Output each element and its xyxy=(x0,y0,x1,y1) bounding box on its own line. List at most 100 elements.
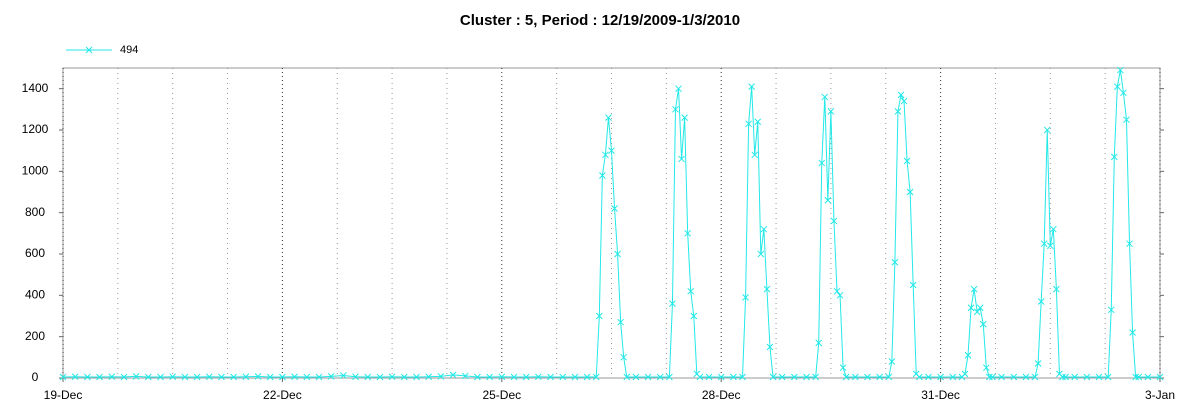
data-point xyxy=(824,196,832,204)
data-point xyxy=(681,114,688,121)
data-point xyxy=(891,258,899,266)
data-point xyxy=(218,373,225,381)
y-tick-label: 800 xyxy=(25,205,45,219)
data-point xyxy=(684,229,692,237)
data-point xyxy=(678,155,685,163)
data-point xyxy=(583,373,591,381)
data-point xyxy=(894,108,902,115)
data-point xyxy=(739,373,746,381)
data-point xyxy=(279,373,286,381)
data-point xyxy=(510,373,518,381)
data-point xyxy=(413,373,420,381)
data-point xyxy=(909,281,917,289)
data-point xyxy=(998,373,1005,381)
data-point xyxy=(132,372,140,380)
x-tick-label: 22-Dec xyxy=(263,388,302,402)
data-point xyxy=(1049,225,1057,233)
x-tick-label: 19-Dec xyxy=(44,388,83,402)
y-tick-label: 1400 xyxy=(22,81,49,95)
data-point xyxy=(291,373,298,381)
data-point xyxy=(352,373,359,381)
data-point xyxy=(1129,329,1136,336)
data-point xyxy=(717,373,725,381)
data-point xyxy=(885,373,893,381)
y-tick-label: 400 xyxy=(25,288,45,302)
data-point xyxy=(839,364,847,372)
data-point xyxy=(571,373,579,381)
data-point xyxy=(108,373,116,381)
data-point xyxy=(400,373,408,381)
data-point xyxy=(376,373,384,381)
data-point xyxy=(71,373,79,381)
data-point xyxy=(672,105,679,113)
data-point xyxy=(1043,126,1051,134)
data-point xyxy=(925,373,932,381)
data-point xyxy=(327,372,335,380)
data-point xyxy=(169,373,177,381)
data-point xyxy=(266,373,274,381)
data-point xyxy=(669,300,676,307)
data-point xyxy=(388,373,396,381)
data-point xyxy=(1095,373,1103,381)
data-point xyxy=(818,159,826,167)
data-point xyxy=(833,287,841,295)
data-point xyxy=(1117,66,1124,74)
data-point xyxy=(599,172,606,179)
data-point xyxy=(730,373,737,381)
data-point xyxy=(696,373,704,381)
data-point xyxy=(964,351,972,359)
data-point xyxy=(915,373,923,381)
data-point xyxy=(675,85,682,93)
data-point xyxy=(592,373,600,381)
data-point xyxy=(144,373,152,381)
data-point xyxy=(1010,373,1018,381)
data-point xyxy=(903,157,911,165)
data-point xyxy=(1132,373,1139,381)
data-point xyxy=(967,304,975,312)
data-point xyxy=(644,373,652,381)
data-point xyxy=(842,373,850,381)
data-point xyxy=(897,91,905,99)
data-point xyxy=(687,287,695,295)
data-point xyxy=(757,250,765,258)
data-point xyxy=(437,372,445,380)
data-point xyxy=(498,373,506,381)
data-point xyxy=(449,371,457,379)
data-point xyxy=(705,373,713,381)
data-point xyxy=(754,118,762,126)
data-point xyxy=(1034,360,1042,367)
data-point xyxy=(1059,373,1066,381)
data-point xyxy=(611,205,618,212)
data-point xyxy=(425,373,433,381)
data-point xyxy=(1110,153,1118,161)
data-point xyxy=(803,373,810,381)
data-point xyxy=(623,373,631,381)
data-point xyxy=(120,373,128,381)
y-tick-label: 600 xyxy=(25,246,45,260)
data-point xyxy=(605,114,612,121)
data-point xyxy=(1120,89,1127,97)
data-point xyxy=(970,285,978,293)
y-tick-label: 1000 xyxy=(22,164,49,178)
data-point xyxy=(474,373,481,381)
data-point xyxy=(230,373,237,381)
data-point xyxy=(906,188,914,196)
data-point xyxy=(181,373,189,381)
data-point xyxy=(608,147,615,155)
data-point xyxy=(769,373,777,381)
data-point xyxy=(535,373,542,381)
data-point xyxy=(864,373,871,381)
data-point xyxy=(976,304,984,312)
x-tick-label: 28-Dec xyxy=(702,388,741,402)
data-point xyxy=(364,373,372,381)
data-point xyxy=(1040,240,1048,248)
data-point xyxy=(666,373,673,381)
data-point xyxy=(96,373,103,381)
data-point xyxy=(461,372,469,380)
data-point xyxy=(851,373,859,381)
data-point xyxy=(745,120,752,128)
y-tick-label: 200 xyxy=(25,329,45,343)
data-point xyxy=(812,373,820,381)
data-point xyxy=(778,373,786,381)
